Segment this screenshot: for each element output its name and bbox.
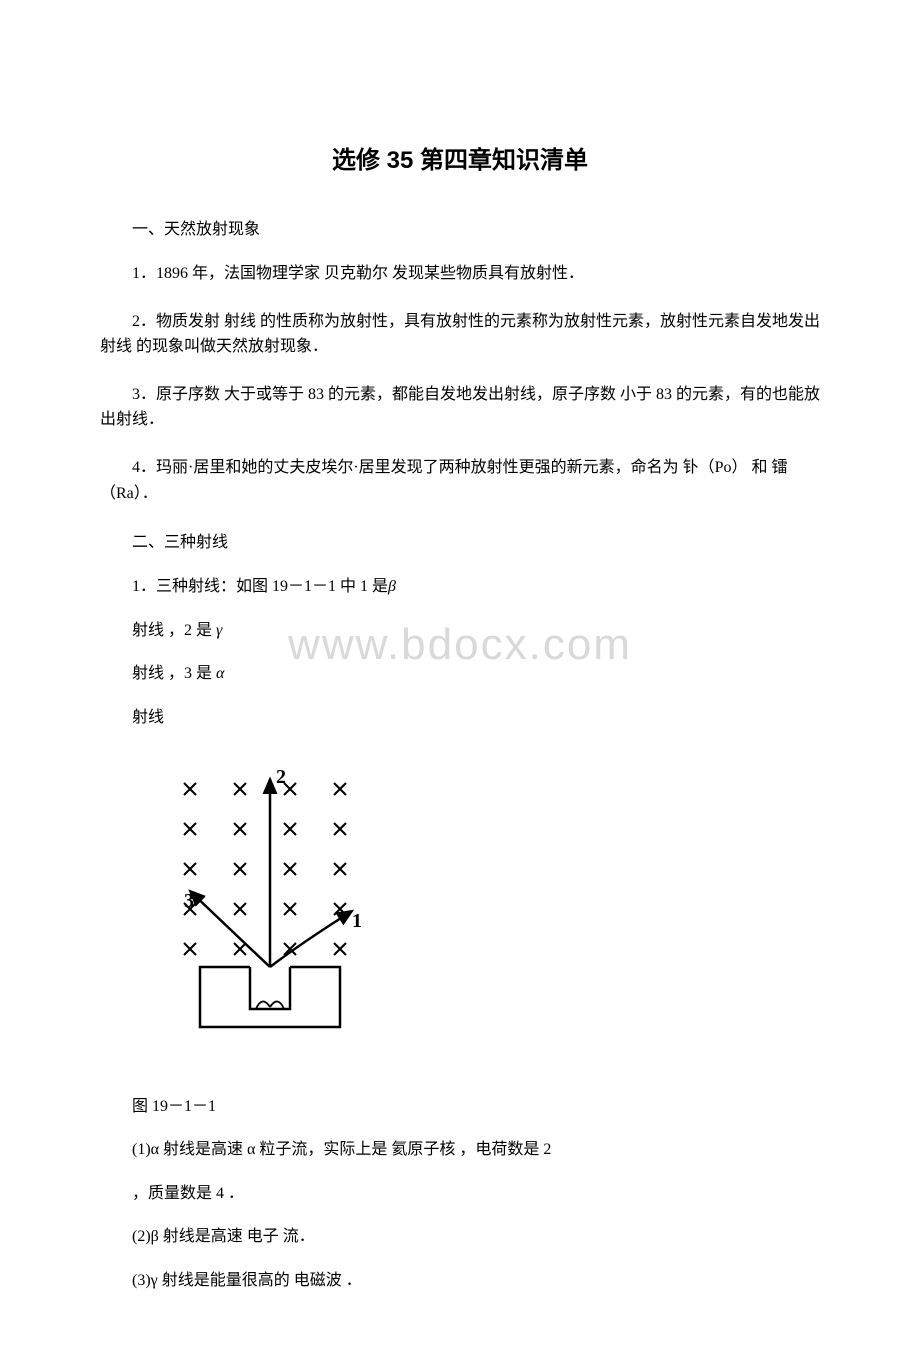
section-2-p4: 射线 (100, 705, 820, 731)
section-1-heading: 一、天然放射现象 (100, 215, 820, 239)
figure-label: 图 19－1－1 (100, 1094, 820, 1120)
section-1-p2: 2．物质发射 射线 的性质称为放射性，具有放射性的元素称为放射性元素，放射性元素… (100, 309, 820, 360)
section-1-p4: 4．玛丽·居里和她的丈夫皮埃尔·居里发现了两种放射性更强的新元素，命名为 钋（P… (100, 455, 820, 506)
section-2-q1: (1)α 射线是高速 α 粒子流，实际上是 氦原子核 ，电荷数是 2 (100, 1137, 820, 1163)
section-1-p1: 1．1896 年，法国物理学家 贝克勒尔 发现某些物质具有放射性． (100, 261, 820, 287)
section-2-p1: 1．三种射线：如图 19－1－1 中 1 是β (100, 574, 820, 600)
page-title: 选修 35 第四章知识清单 (100, 140, 820, 175)
svg-text:2: 2 (276, 766, 286, 788)
section-2-heading: 二、三种射线 (100, 528, 820, 552)
alpha-symbol: α (216, 665, 224, 682)
svg-text:3: 3 (184, 890, 194, 912)
section-2-q2: (2)β 射线是高速 电子 流． (100, 1224, 820, 1250)
section-2-q3: (3)γ 射线是能量很高的 电磁波 ． (100, 1268, 820, 1294)
p1-prefix: 1．三种射线：如图 19－1－1 中 1 是 (132, 578, 388, 595)
p3-prefix: 射线 ，3 是 (132, 665, 216, 682)
section-2-p2: 射线 ，2 是 γ (100, 618, 820, 644)
gamma-symbol: γ (216, 622, 222, 639)
beta-symbol: β (388, 578, 396, 595)
p2-prefix: 射线 ，2 是 (132, 622, 216, 639)
document-content: 选修 35 第四章知识清单 一、天然放射现象 1．1896 年，法国物理学家 贝… (100, 140, 820, 1294)
diagram-svg: 2 1 3 (140, 749, 400, 1049)
radiation-diagram: 2 1 3 (140, 749, 820, 1054)
section-2-p3: 射线 ，3 是 α (100, 661, 820, 687)
section-1-p3: 3．原子序数 大于或等于 83 的元素，都能自发地发出射线，原子序数 小于 83… (100, 382, 820, 433)
svg-text:1: 1 (352, 910, 362, 932)
section-2-q1b: ，质量数是 4 ． (100, 1181, 820, 1207)
